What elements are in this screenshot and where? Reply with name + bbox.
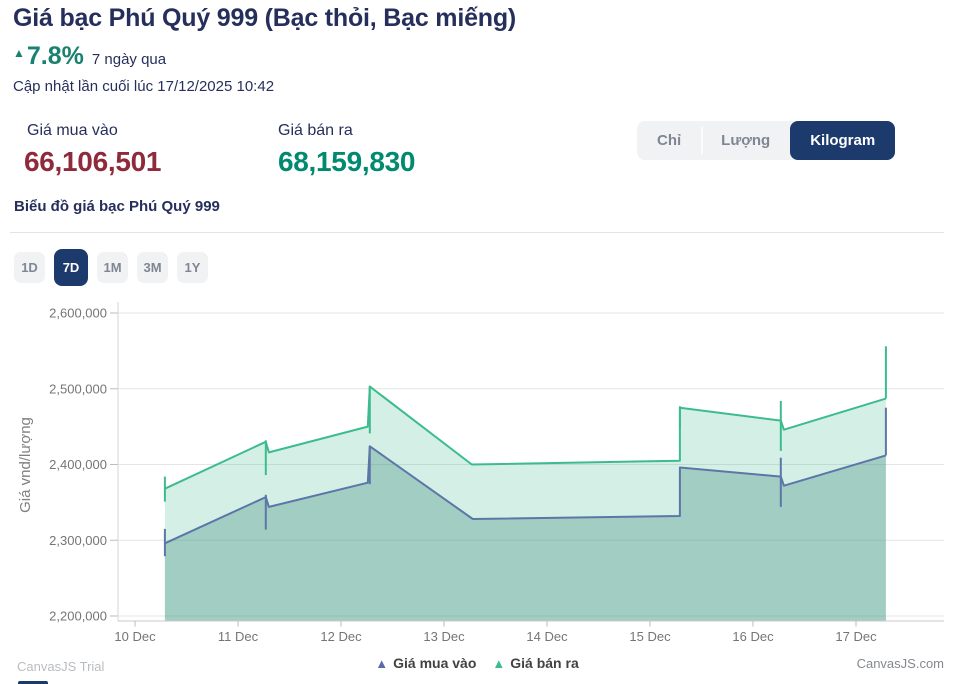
range-option-1m[interactable]: 1M: [97, 251, 128, 283]
svg-text:15 Dec: 15 Dec: [629, 629, 671, 644]
legend-label: Giá bán ra: [510, 655, 579, 671]
svg-text:2,400,000: 2,400,000: [49, 457, 107, 472]
unit-option-kilogram[interactable]: Kilogram: [790, 121, 896, 160]
sell-price-label: Giá bán ra: [278, 122, 353, 139]
sell-price-value: 68,159,830: [278, 146, 416, 177]
last-updated-text: Cập nhật lần cuối lúc 17/12/2025 10:42: [13, 78, 275, 95]
page-title: Giá bạc Phú Quý 999 (Bạc thỏi, Bạc miếng…: [13, 4, 517, 32]
svg-text:Giá vnd/lượng: Giá vnd/lượng: [17, 417, 34, 513]
range-option-1y[interactable]: 1Y: [177, 251, 208, 283]
legend-triangle-icon: ▲: [492, 655, 506, 671]
range-option-3m[interactable]: 3M: [137, 251, 168, 283]
change-period: 7 ngày qua: [91, 51, 167, 68]
chart-legend: ▲ Giá mua vào ▲ Giá bán ra: [0, 655, 954, 671]
range-option-1d[interactable]: 1D: [14, 251, 45, 283]
svg-text:14 Dec: 14 Dec: [526, 629, 568, 644]
price-change-row: ▲ 7.8% 7 ngày qua: [13, 42, 166, 71]
svg-text:2,600,000: 2,600,000: [49, 306, 107, 321]
svg-text:11 Dec: 11 Dec: [218, 629, 259, 644]
buy-price-label: Giá mua vào: [27, 122, 118, 139]
svg-text:13 Dec: 13 Dec: [423, 629, 465, 644]
legend-item[interactable]: ▲ Giá mua vào: [375, 655, 476, 671]
canvasjs-trial-watermark: CanvasJS Trial: [17, 659, 105, 674]
range-option-7d[interactable]: 7D: [54, 248, 88, 286]
price-area-chart[interactable]: 2,200,000 2,300,000 2,400,000 2,500,000 2,60…: [0, 290, 954, 684]
svg-text:17 Dec: 17 Dec: [835, 629, 877, 644]
buy-price-value: 66,106,501: [24, 146, 162, 177]
legend-label: Giá mua vào: [393, 655, 477, 671]
legend-item[interactable]: ▲ Giá bán ra: [492, 655, 578, 671]
chart-section-title: Biểu đồ giá bạc Phú Quý 999: [14, 198, 220, 215]
unit-option-chỉ[interactable]: Chỉ: [637, 121, 701, 160]
up-arrow-icon: ▲: [13, 46, 25, 60]
time-range-group: 1D 7D 1M 3M 1Y: [14, 248, 208, 286]
svg-text:16 Dec: 16 Dec: [732, 629, 774, 644]
svg-text:2,200,000: 2,200,000: [49, 609, 107, 624]
svg-text:2,300,000: 2,300,000: [49, 533, 107, 548]
bottom-edge-element: [18, 681, 48, 684]
unit-option-lượng[interactable]: Lượng: [701, 121, 790, 160]
section-divider: [10, 232, 944, 233]
svg-text:2,500,000: 2,500,000: [49, 381, 107, 396]
svg-text:12 Dec: 12 Dec: [320, 629, 362, 644]
svg-text:10 Dec: 10 Dec: [114, 629, 156, 644]
canvasjs-site-link[interactable]: CanvasJS.com: [856, 656, 944, 671]
legend-triangle-icon: ▲: [375, 655, 389, 671]
change-percentage: 7.8%: [26, 42, 84, 70]
unit-toggle-group: Chỉ Lượng Kilogram: [637, 121, 896, 160]
